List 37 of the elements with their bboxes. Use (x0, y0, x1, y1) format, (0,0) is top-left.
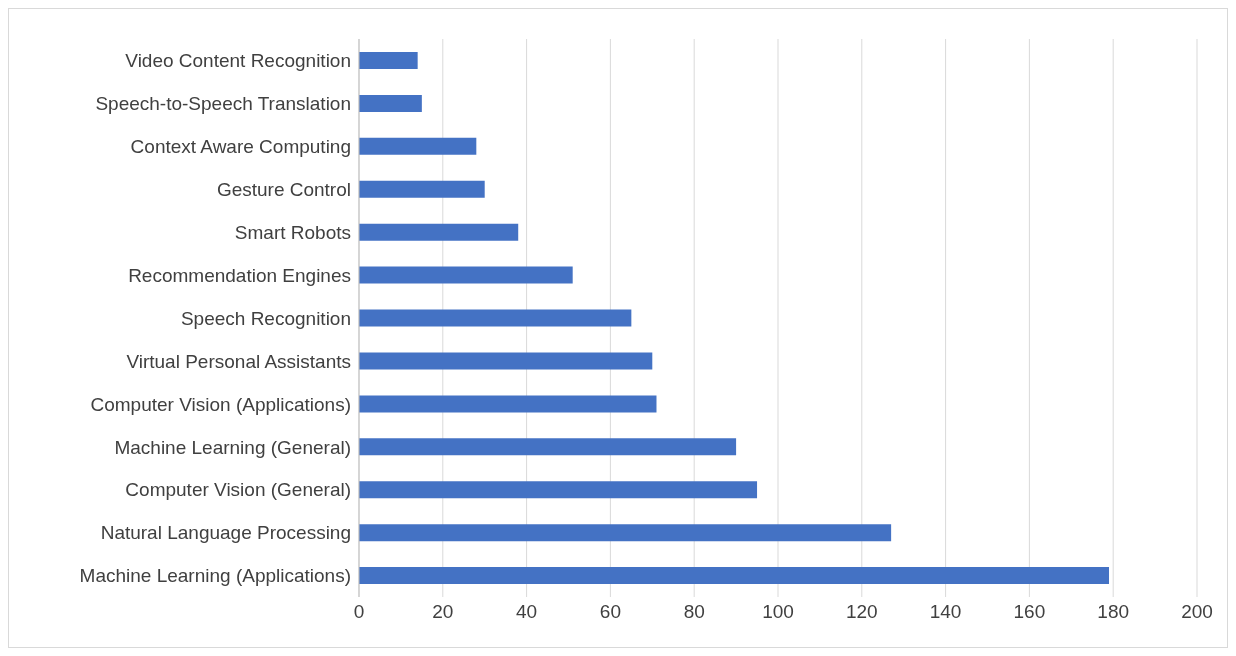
x-tick-label: 140 (929, 601, 962, 623)
y-tick-label: Gesture Control (216, 178, 351, 200)
x-tick-label: 60 (599, 601, 621, 623)
x-tick-label: 200 (1181, 601, 1213, 623)
y-tick-label: Speech-to-Speech Translation (95, 93, 351, 115)
bar (359, 567, 1110, 585)
x-tick-label: 160 (1013, 601, 1046, 623)
x-tick-label: 120 (845, 601, 878, 623)
y-tick-label: Smart Robots (234, 221, 351, 243)
bar (359, 94, 422, 112)
x-tick-label: 20 (432, 601, 454, 623)
bar (359, 352, 653, 370)
y-tick-label: Computer Vision (Applications) (90, 393, 351, 415)
bar (359, 180, 485, 198)
x-tick-label: 100 (762, 601, 794, 623)
bar (359, 524, 892, 542)
bar (359, 223, 519, 241)
bar (359, 481, 758, 499)
bar (359, 438, 737, 456)
y-tick-label: Computer Vision (General) (125, 479, 351, 501)
y-tick-label: Machine Learning (General) (114, 436, 351, 458)
x-tick-label: 180 (1097, 601, 1130, 623)
y-tick-label: Speech Recognition (180, 307, 351, 329)
bar (359, 266, 573, 284)
x-tick-label: 40 (516, 601, 538, 623)
y-tick-label: Machine Learning (Applications) (79, 565, 351, 587)
x-tick-label: 0 (353, 601, 365, 623)
bar (359, 309, 632, 327)
y-tick-label: Virtual Personal Assistants (126, 350, 351, 372)
y-tick-label: Natural Language Processing (100, 522, 351, 544)
bar (359, 395, 657, 413)
y-tick-label: Video Content Recognition (125, 50, 351, 72)
x-tick-label: 80 (683, 601, 705, 623)
y-tick-label: Recommendation Engines (128, 264, 351, 286)
y-tick-label: Context Aware Computing (130, 136, 351, 158)
bar (359, 52, 418, 69)
bar (359, 137, 477, 155)
